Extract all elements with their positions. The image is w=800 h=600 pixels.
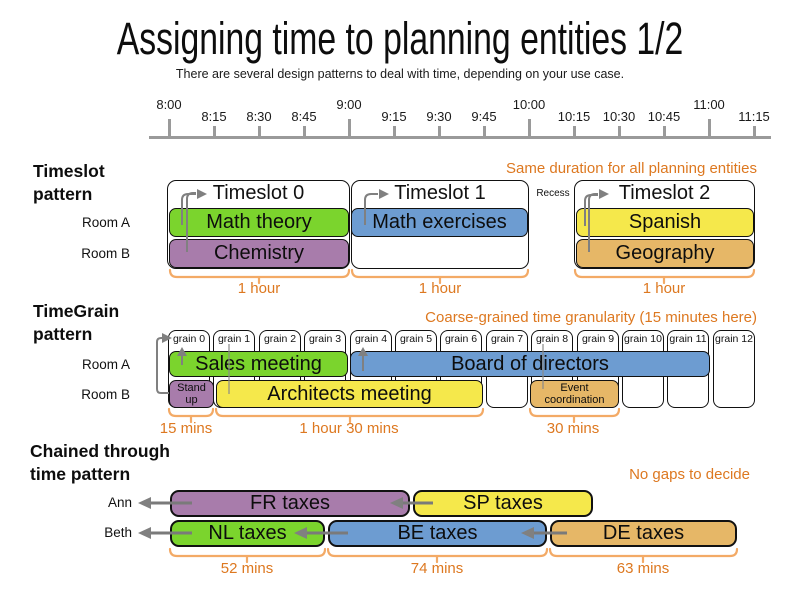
task-architects-meeting: Architects meeting — [216, 380, 483, 408]
row-label-beth: Beth — [104, 525, 132, 540]
heading-line: pattern — [33, 183, 93, 204]
section-heading-timegrain: TimeGrain pattern — [33, 300, 119, 346]
grain-cell: grain 12 — [713, 330, 755, 408]
timeline-tick-label: 8:00 — [156, 97, 182, 112]
timeline-tick — [348, 119, 351, 136]
task-sales-meeting: Sales meeting — [169, 351, 348, 377]
timeline-tick — [438, 126, 441, 136]
duration-label: 30 mins — [546, 420, 600, 437]
timeline-tick — [663, 126, 666, 136]
timeline-tick-label: 9:15 — [381, 109, 407, 124]
task-fr-taxes: FR taxes — [170, 490, 410, 517]
duration-label: 1 hour 30 mins — [299, 420, 399, 437]
timeline-tick-label: 9:45 — [471, 109, 497, 124]
duration-label: 1 hour — [642, 280, 686, 297]
timeline-tick-label: 8:30 — [246, 109, 272, 124]
timeline-tick — [258, 126, 261, 136]
timeline-tick-label: 9:00 — [336, 97, 362, 112]
task-board-of-directors: Board of directors — [350, 351, 710, 377]
task-de-taxes: DE taxes — [550, 520, 737, 547]
duration-label: 1 hour — [237, 280, 281, 297]
row-label-ann: Ann — [107, 495, 132, 510]
timeline-tick-label: 11:00 — [693, 97, 725, 112]
row-label-room-b: Room B — [81, 387, 130, 402]
timeline-tick — [618, 126, 621, 136]
recess-label: Recess — [536, 188, 570, 199]
task-be-taxes: BE taxes — [328, 520, 547, 547]
section-heading-timeslot: Timeslot pattern — [33, 160, 105, 206]
timeline-tick — [753, 126, 756, 136]
row-label-room-b: Room B — [81, 246, 130, 261]
task-stand-up: Stand up — [169, 380, 214, 408]
duration-label: 63 mins — [616, 560, 670, 577]
page-subtitle: There are several design patterns to dea… — [175, 67, 625, 81]
duration-label: 15 mins — [159, 420, 213, 437]
task-geography: Geography — [576, 239, 754, 268]
task-event-coordination: Event coordination — [530, 380, 619, 408]
timeline-tick — [393, 126, 396, 136]
heading-line: time pattern — [30, 463, 131, 484]
task-math-theory: Math theory — [169, 208, 349, 237]
heading-line: Timeslot — [33, 161, 105, 181]
timeline-tick-label: 10:30 — [602, 109, 636, 124]
page-title: Assigning time to planning entities 1/2 — [116, 13, 684, 64]
timeslot-0-label: Timeslot 0 — [212, 182, 305, 204]
task-math-exercises: Math exercises — [351, 208, 528, 237]
arrowhead-icon — [138, 497, 151, 509]
timeline-tick-label: 11:15 — [738, 109, 770, 124]
row-label-room-a: Room A — [81, 215, 130, 230]
task-chemistry: Chemistry — [169, 239, 349, 268]
timeslot-2-label: Timeslot 2 — [618, 182, 711, 204]
duration-label: 52 mins — [220, 560, 274, 577]
timeline-tick — [303, 126, 306, 136]
duration-label: 1 hour — [418, 280, 462, 297]
timeline-tick-label: 8:45 — [291, 109, 317, 124]
timegrain-annotation: Coarse-grained time granularity (15 minu… — [425, 309, 757, 326]
task-sp-taxes: SP taxes — [413, 490, 593, 517]
timeline-tick — [213, 126, 216, 136]
timeline-tick — [483, 126, 486, 136]
timeline-tick-label: 10:45 — [647, 109, 681, 124]
row-label-room-a: Room A — [81, 357, 130, 372]
timeline-tick-label: 8:15 — [201, 109, 227, 124]
timeline-tick — [528, 119, 531, 136]
timeline-tick-label: 10:00 — [512, 97, 546, 112]
timeslot-annotation: Same duration for all planning entities — [506, 160, 757, 177]
heading-line: TimeGrain — [33, 301, 120, 321]
duration-label: 74 mins — [410, 560, 464, 577]
arrowhead-icon — [138, 527, 151, 539]
heading-line: pattern — [33, 323, 93, 344]
heading-line: Chained through — [30, 441, 170, 461]
timeline-tick-label: 9:30 — [426, 109, 452, 124]
timeline-tick-label: 10:15 — [557, 109, 591, 124]
timeline-axis — [149, 136, 771, 139]
task-spanish: Spanish — [576, 208, 754, 237]
timeline-tick — [708, 119, 711, 136]
timeslot-1-label: Timeslot 1 — [394, 182, 486, 204]
chained-annotation: No gaps to decide — [629, 466, 750, 483]
timeline-tick — [168, 119, 171, 136]
task-nl-taxes: NL taxes — [170, 520, 325, 547]
timeline-tick — [573, 126, 576, 136]
section-heading-chained: Chained through time pattern — [30, 440, 170, 486]
